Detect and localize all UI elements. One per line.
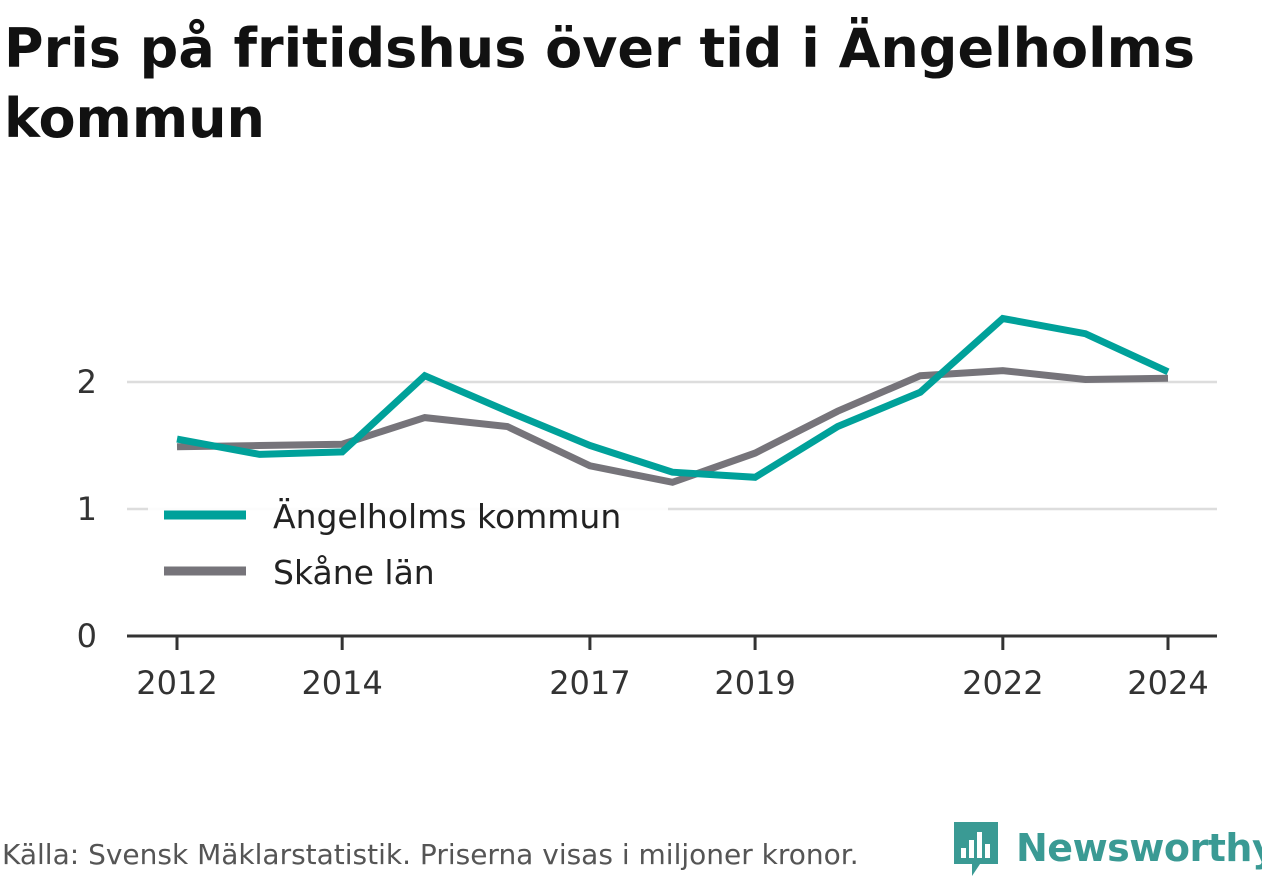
source-note: Källa: Svensk Mäklarstatistik. Priserna …	[2, 838, 859, 871]
brand-name: Newsworthy	[1016, 826, 1262, 870]
x-tick-label-2014: 2014	[301, 664, 382, 702]
x-tick-label-2022: 2022	[962, 664, 1043, 702]
newsworthy-brand[interactable]: Newsworthy	[950, 818, 1262, 878]
y-tick-label-2: 2	[77, 363, 97, 401]
series-line-skane-lan	[176, 367, 1169, 486]
series-lines	[176, 314, 1170, 486]
bar-chart-speech-bubble-icon	[954, 822, 998, 876]
x-tick-label-2017: 2017	[549, 664, 630, 702]
y-tick-label-1: 1	[77, 490, 97, 528]
legend: Ängelholms kommun Skåne län	[148, 488, 668, 606]
x-tick-label-2012: 2012	[136, 664, 217, 702]
x-tick-label-2024: 2024	[1127, 664, 1208, 702]
x-tick-label-2019: 2019	[714, 664, 795, 702]
y-tick-label-0: 0	[77, 617, 97, 655]
legend-label-skane-lan: Skåne län	[273, 553, 435, 592]
legend-label-angelholms-kommun: Ängelholms kommun	[273, 497, 621, 536]
legend-background	[148, 488, 668, 606]
x-axis-ticks: 2012 2014 2017 2019 2022 2024	[136, 636, 1209, 702]
chart-title: Pris på fritidshus över tid i Ängelholms…	[4, 17, 1196, 150]
y-axis-ticks: 0 1 2	[77, 363, 97, 655]
series-line-angelholms-kommun	[176, 314, 1170, 481]
